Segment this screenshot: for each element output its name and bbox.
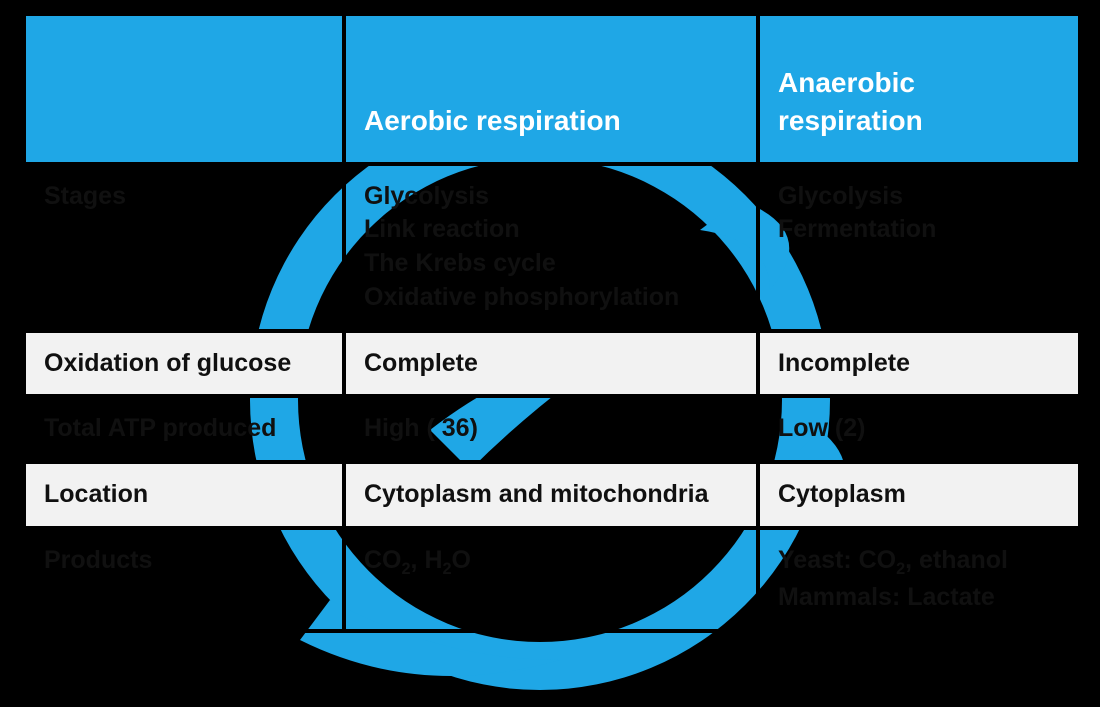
cell-aerobic: Glycolysis Link reaction The Krebs cycle…: [344, 164, 758, 331]
cell-anaerobic: Incomplete: [758, 331, 1080, 397]
cell-anaerobic: Low (2): [758, 396, 1080, 462]
cell-anaerobic: Yeast: CO2, ethanolMammals: Lactate: [758, 528, 1080, 631]
cell-aerobic: High ( 36): [344, 396, 758, 462]
header-anaerobic: Anaerobic respiration: [758, 14, 1080, 164]
cell-anaerobic: Glycolysis Fermentation: [758, 164, 1080, 331]
table-row: Location Cytoplasm and mitochondria Cyto…: [24, 462, 1080, 528]
cell-aerobic: CO2, H2O: [344, 528, 758, 631]
table-header-row: Aerobic respiration Anaerobic respiratio…: [24, 14, 1080, 164]
row-label: Stages: [24, 164, 344, 331]
row-label: Total ATP produced: [24, 396, 344, 462]
table-row: Oxidation of glucose Complete Incomplete: [24, 331, 1080, 397]
row-label: Oxidation of glucose: [24, 331, 344, 397]
table-row: Products CO2, H2O Yeast: CO2, ethanolMam…: [24, 528, 1080, 631]
table-row: Total ATP produced High ( 36) Low (2): [24, 396, 1080, 462]
respiration-comparison-table: Aerobic respiration Anaerobic respiratio…: [22, 12, 1082, 633]
header-aerobic: Aerobic respiration: [344, 14, 758, 164]
cell-aerobic: Cytoplasm and mitochondria: [344, 462, 758, 528]
row-label: Products: [24, 528, 344, 631]
header-blank-cell: [24, 14, 344, 164]
row-label: Location: [24, 462, 344, 528]
cell-aerobic: Complete: [344, 331, 758, 397]
table-row: Stages Glycolysis Link reaction The Kreb…: [24, 164, 1080, 331]
cell-anaerobic: Cytoplasm: [758, 462, 1080, 528]
